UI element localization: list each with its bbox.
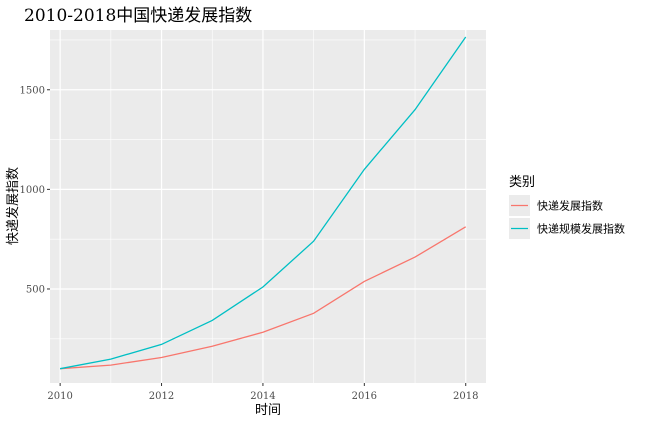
y-tick-label: 500 (26, 284, 45, 295)
chart-title: 2010-2018中国快递发展指数 (24, 6, 252, 26)
x-tick-label: 2016 (352, 391, 377, 402)
x-tick-label: 2012 (149, 391, 174, 402)
x-axis-ticks: 2010 2012 2014 2016 2018 (47, 383, 478, 402)
y-tick-label: 1000 (20, 185, 45, 196)
minor-gridlines (50, 30, 486, 383)
series-line-2 (59, 36, 467, 370)
x-tick-label: 2018 (453, 391, 478, 402)
x-axis-title: 时间 (255, 403, 281, 418)
plot-panel (50, 30, 486, 383)
legend-label-2: 快递规模发展指数 (537, 222, 625, 236)
x-tick-label: 2014 (250, 391, 275, 402)
y-axis-title: 快递发展指数 (5, 167, 21, 245)
y-axis-ticks: 500 1000 1500 (20, 85, 50, 295)
series-line-1 (60, 226, 467, 370)
x-tick-label: 2010 (47, 391, 72, 402)
series-lines (59, 36, 467, 370)
legend-label-1: 快递发展指数 (537, 199, 603, 213)
legend-title: 类别 (509, 175, 535, 190)
major-gridlines (50, 30, 486, 383)
y-tick-label: 1500 (20, 85, 45, 96)
